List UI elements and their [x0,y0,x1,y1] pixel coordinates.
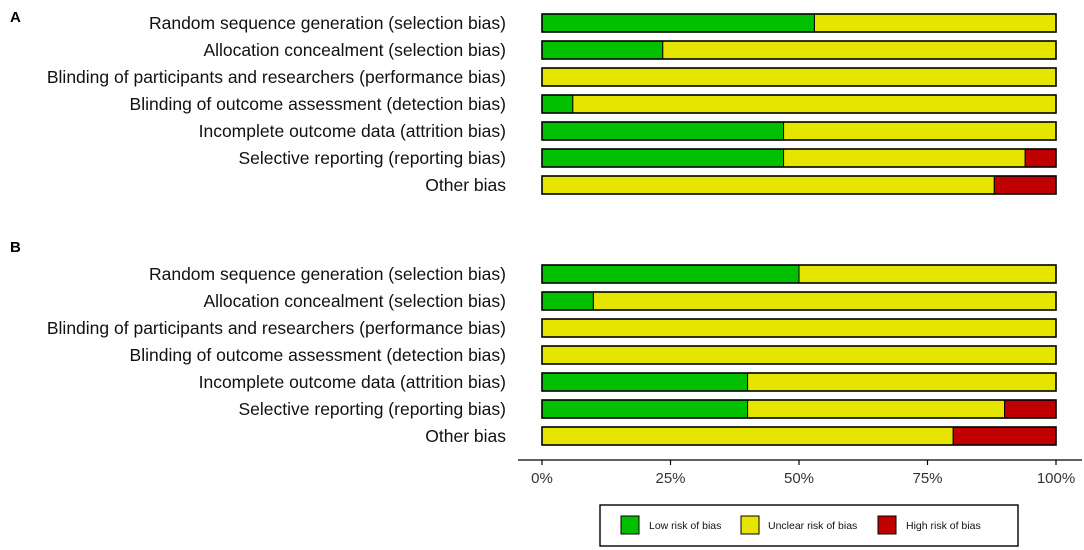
bar-outline [541,13,1057,33]
legend-swatch-high [877,515,897,535]
panels: A Random sequence generation (selection b… [10,9,1057,446]
bar-segment-low [541,291,594,311]
bar-segment-unclear [798,264,1057,284]
bar-segment-unclear [541,345,1057,365]
bar-segment-unclear [813,13,1057,33]
bar-segment-unclear [541,318,1057,338]
bar-segment-unclear [541,67,1057,87]
bar-outline [541,67,1057,87]
bar-outline [541,148,1057,168]
x-tick-label: 50% [784,470,814,487]
row-label: Selective reporting (reporting bias) [239,148,507,168]
bar-outline [541,318,1057,338]
row-label: Blinding of outcome assessment (detectio… [130,345,506,365]
panel-b: B Random sequence generation (selection b… [10,239,1057,446]
bar-segment-high [952,426,1057,446]
bar-outline [541,372,1057,392]
x-axis: 0% 25% 50% 75% 100% [518,459,1082,487]
bar-outline [541,264,1057,284]
row-label: Allocation concealment (selection bias) [203,291,506,311]
row-label: Blinding of participants and researchers… [47,318,506,338]
bar-segment-low [541,399,749,419]
x-tick-label: 25% [655,470,685,487]
bar-segment-low [541,372,749,392]
panel-a: A Random sequence generation (selection b… [10,9,1057,195]
legend-label-unclear: Unclear risk of bias [768,520,857,532]
bar-outline [541,40,1057,60]
legend-box [599,504,1019,547]
bar-segment-high [1004,399,1057,419]
bar-segment-unclear [541,426,954,446]
bar-segment-high [1024,148,1057,168]
bar-outline [541,426,1057,446]
row-label: Blinding of outcome assessment (detectio… [130,94,506,114]
bar-segment-unclear [747,399,1006,419]
bar-segment-low [541,264,800,284]
bar-outline [541,291,1057,311]
x-tick-label: 100% [1037,470,1075,487]
legend-label-low: Low risk of bias [649,520,721,532]
row-label: Blinding of participants and researchers… [47,67,506,87]
bar-segment-unclear [592,291,1057,311]
legend-swatch-low [620,515,640,535]
bar-segment-low [541,40,664,60]
bar-segment-unclear [783,121,1057,141]
bar-segment-low [541,121,785,141]
panel-letter: A [10,9,21,26]
bar-segment-high [993,175,1057,195]
legend-swatch-unclear [740,515,760,535]
legend-label-high: High risk of bias [906,520,981,532]
bar-outline [541,121,1057,141]
bar-segment-low [541,13,815,33]
x-tick-label: 0% [531,470,553,487]
bar-segment-low [541,148,785,168]
row-label: Other bias [425,426,506,446]
bar-outline [541,345,1057,365]
bar-outline [541,399,1057,419]
bar-outline [541,94,1057,114]
row-label: Random sequence generation (selection bi… [149,13,506,33]
legend: Low risk of bias Unclear risk of bias High… [599,504,1019,547]
bar-segment-unclear [541,175,995,195]
bar-outline [541,175,1057,195]
row-label: Selective reporting (reporting bias) [239,399,507,419]
panel-letter: B [10,239,21,256]
bar-segment-low [541,94,574,114]
row-label: Other bias [425,175,506,195]
x-tick-label: 75% [912,470,942,487]
row-label: Allocation concealment (selection bias) [203,40,506,60]
bar-segment-unclear [662,40,1057,60]
row-label: Random sequence generation (selection bi… [149,264,506,284]
row-label: Incomplete outcome data (attrition bias) [199,372,506,392]
bar-segment-unclear [747,372,1057,392]
row-label: Incomplete outcome data (attrition bias) [199,121,506,141]
bar-segment-unclear [783,148,1026,168]
bar-segment-unclear [572,94,1057,114]
